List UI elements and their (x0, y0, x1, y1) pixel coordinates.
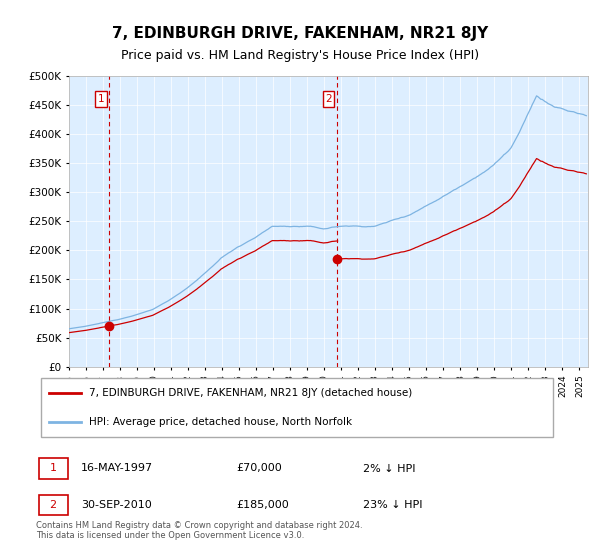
Text: 2: 2 (50, 500, 57, 510)
Text: HPI: Average price, detached house, North Norfolk: HPI: Average price, detached house, Nort… (89, 417, 352, 427)
Text: 16-MAY-1997: 16-MAY-1997 (81, 464, 153, 474)
Text: 1: 1 (50, 464, 56, 474)
Text: £185,000: £185,000 (236, 500, 289, 510)
Text: 2% ↓ HPI: 2% ↓ HPI (364, 464, 416, 474)
Text: £70,000: £70,000 (236, 464, 283, 474)
Text: Contains HM Land Registry data © Crown copyright and database right 2024.
This d: Contains HM Land Registry data © Crown c… (36, 521, 362, 540)
Text: 23% ↓ HPI: 23% ↓ HPI (364, 500, 423, 510)
FancyBboxPatch shape (41, 378, 553, 437)
FancyBboxPatch shape (38, 458, 68, 479)
Text: Price paid vs. HM Land Registry's House Price Index (HPI): Price paid vs. HM Land Registry's House … (121, 49, 479, 63)
Text: 1: 1 (98, 94, 104, 104)
Text: 2: 2 (325, 94, 332, 104)
FancyBboxPatch shape (38, 494, 68, 515)
Text: 7, EDINBURGH DRIVE, FAKENHAM, NR21 8JY: 7, EDINBURGH DRIVE, FAKENHAM, NR21 8JY (112, 26, 488, 41)
Text: 30-SEP-2010: 30-SEP-2010 (81, 500, 152, 510)
Text: 7, EDINBURGH DRIVE, FAKENHAM, NR21 8JY (detached house): 7, EDINBURGH DRIVE, FAKENHAM, NR21 8JY (… (89, 388, 412, 398)
